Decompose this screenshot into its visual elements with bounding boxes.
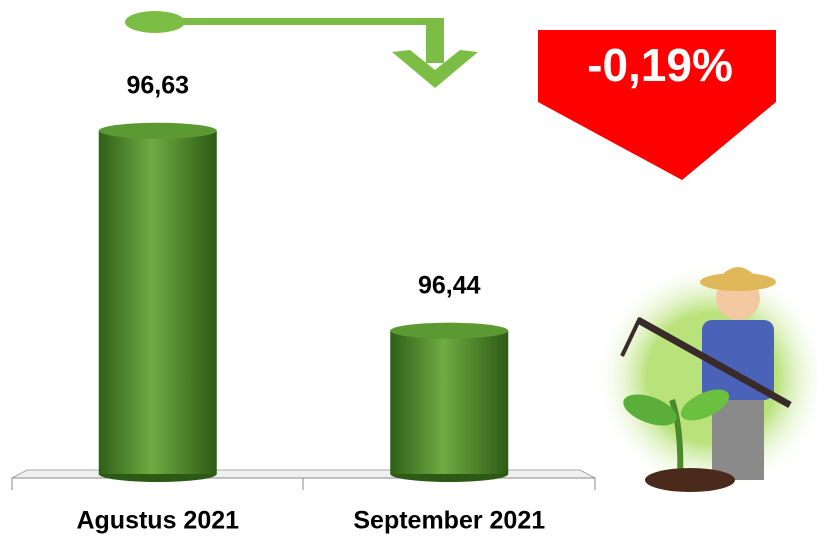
x-tick-label: September 2021 [353, 507, 545, 535]
value-label: 96,63 [126, 71, 189, 99]
bar-top [390, 322, 509, 339]
bar-top [98, 122, 217, 139]
change-badge: -0,19% [538, 30, 776, 180]
bar [390, 330, 509, 474]
change-label: -0,19% [587, 39, 733, 91]
x-tick-label: Agustus 2021 [76, 507, 239, 535]
decor-arrow [125, 11, 478, 88]
bar [98, 130, 217, 474]
farmer-illustration [594, 260, 817, 496]
value-label: 96,44 [418, 271, 481, 299]
